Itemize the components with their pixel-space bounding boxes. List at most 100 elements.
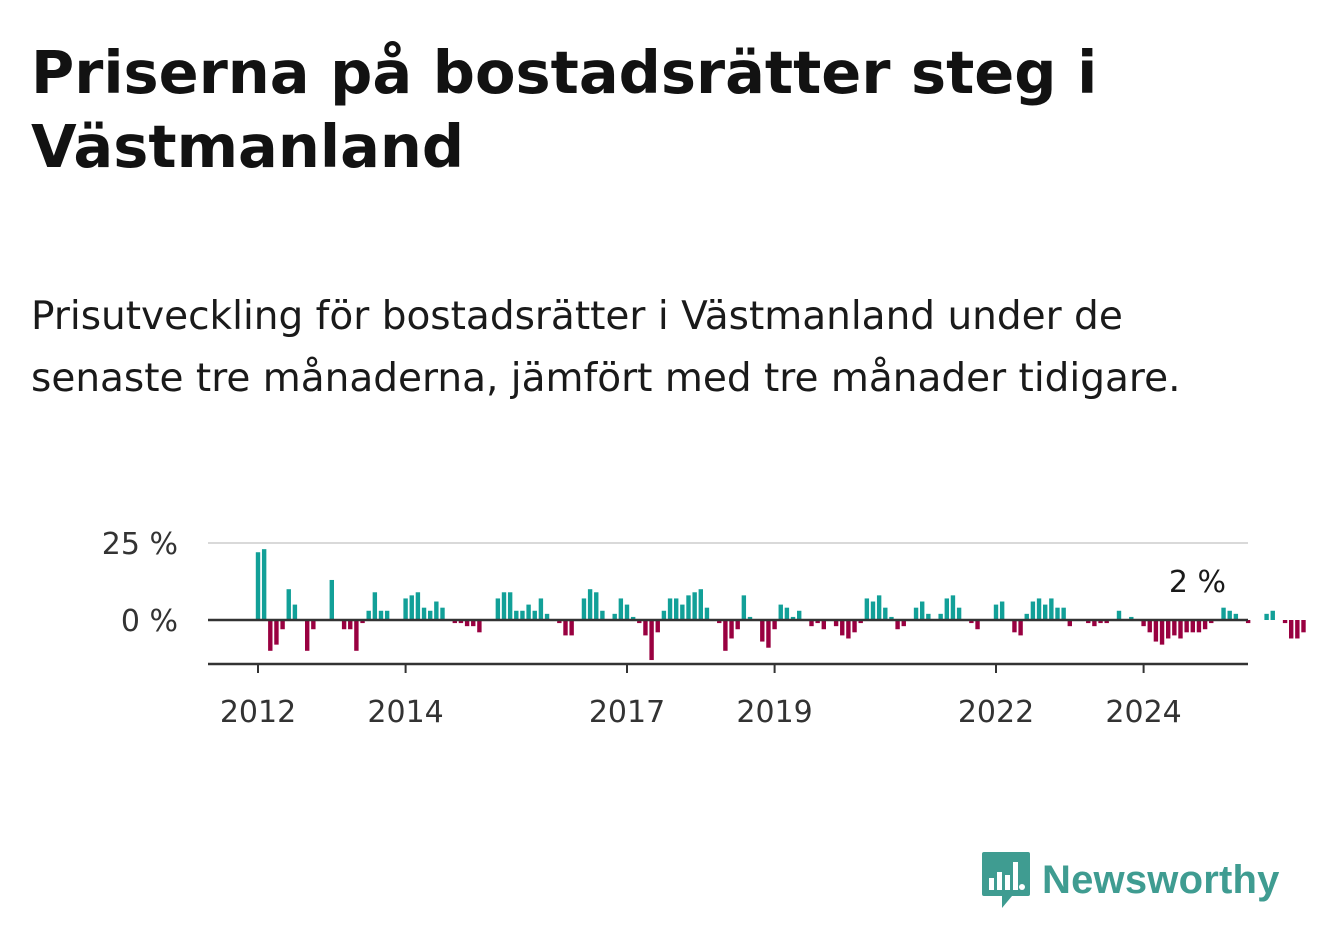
data-bar [735,620,740,630]
data-bar [1055,607,1060,620]
data-bar [1184,620,1189,633]
data-bar [514,610,519,620]
data-bar [1190,620,1195,633]
data-bar [686,595,691,620]
data-bar [1141,620,1146,627]
data-bar [852,620,857,633]
data-bar [495,598,501,620]
data-bar [661,610,667,620]
data-bar [876,595,882,620]
data-bar [458,620,464,624]
data-bar [864,598,870,620]
data-bar [1116,610,1122,620]
data-bar [815,620,820,624]
data-bar [920,601,925,620]
newsworthy-logo: Newsworthy [980,850,1280,910]
data-bar [532,610,537,620]
data-bar [1172,620,1177,636]
data-bar [883,607,888,620]
data-bar [366,610,371,620]
data-bar [667,598,673,620]
data-bar [428,610,433,620]
x-tick-label: 2017 [589,695,665,730]
data-bar [1202,620,1208,630]
data-bar [674,598,679,620]
data-bar [698,589,703,620]
last-value-label: 2 % [1169,565,1226,600]
data-bar [292,604,298,620]
data-bar [378,610,384,620]
data-bar [1196,620,1202,633]
data-bar [1012,620,1017,633]
data-bar [913,607,919,620]
data-bar [1061,607,1066,620]
data-bar [434,601,439,620]
data-bar [969,620,974,624]
data-bar [1098,620,1103,624]
x-tick-label: 2019 [736,695,812,730]
data-bar [637,620,642,624]
data-bar [1227,610,1232,620]
data-bar [587,589,593,620]
data-bar [1147,620,1152,633]
data-bar [286,589,291,620]
data-bar [797,610,802,620]
data-bar [1270,610,1275,620]
data-bar [354,620,359,651]
x-tick-label: 2024 [1105,695,1181,730]
data-bar [692,592,697,620]
data-bar [341,620,347,630]
data-bar [329,579,334,620]
data-bar [384,610,390,620]
data-bar [1036,598,1042,620]
data-bar [833,620,839,627]
data-bar [784,607,790,620]
data-bar [1018,620,1023,636]
data-bar [975,620,980,630]
x-tick-label: 2022 [958,695,1034,730]
data-bar [649,620,654,661]
bar-chart-speech-bubble-icon [982,852,1030,908]
data-bar [526,604,531,620]
data-bar [1092,620,1097,627]
data-bar [305,620,310,651]
data-bar [704,607,710,620]
data-bar [274,620,279,645]
data-bar [944,598,949,620]
data-bar [348,620,353,630]
data-bar [723,620,728,651]
data-bar [895,620,900,630]
data-bar [741,595,747,620]
logo-text: Newsworthy [1042,857,1280,902]
data-bar [538,598,544,620]
data-bar [471,620,476,627]
chart-subtitle: Prisutveckling för bostadsrätter i Västm… [31,294,1181,401]
data-bar [1301,620,1306,633]
data-bar [870,601,876,620]
data-bar [612,613,617,620]
data-bar [1221,607,1226,620]
data-bar [569,620,574,636]
data-bar [501,592,507,620]
data-bar [1043,604,1048,620]
chart-title: Priserna på bostadsrätter steg i Västman… [31,38,1098,181]
data-bar [563,620,568,636]
data-bar [520,610,525,620]
y-tick-label: 0 % [121,604,178,639]
data-bar [760,620,765,642]
data-bar [618,598,624,620]
data-bar [717,620,722,624]
data-bar [840,620,845,636]
bars-layer [255,549,1306,661]
data-bar [1289,620,1294,639]
data-bar [766,620,771,648]
data-bar [452,620,457,624]
data-bar [1104,620,1109,624]
data-bar [926,613,931,620]
data-bar [360,620,365,624]
data-bar [1030,601,1036,620]
data-bar [557,620,562,624]
data-bar [1282,620,1288,624]
data-bar [507,592,513,620]
data-bar [464,620,470,627]
